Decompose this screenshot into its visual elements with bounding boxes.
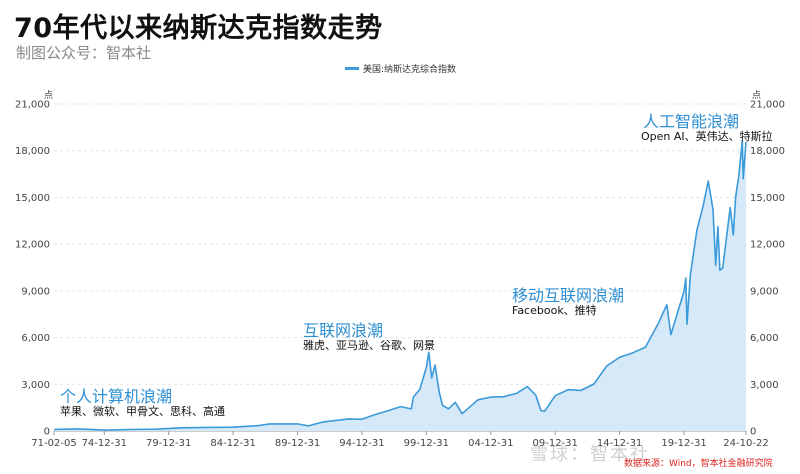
x-tick-label: 24-10-22	[723, 438, 768, 449]
series-line	[53, 139, 747, 431]
x-tick-label: 14-12-31	[597, 438, 642, 449]
legend-swatch	[345, 67, 359, 70]
y-tick-label-left: 12,000	[15, 240, 50, 251]
annotation-ai-wave-companies: Open AI、英伟达、特斯拉	[641, 130, 773, 143]
x-tick-label: 74-12-31	[82, 438, 127, 449]
y-tick-label-left: 15,000	[15, 193, 50, 204]
data-source: 数据来源：Wind，智本社金融研究院	[624, 459, 773, 469]
annotation-mobile-wave-title: 移动互联网浪潮	[512, 286, 625, 305]
page-title: 70年代以来纳斯达克指数走势	[14, 13, 383, 44]
x-tick-label: 79-12-31	[146, 438, 191, 449]
x-tick-label: 99-12-31	[404, 438, 449, 449]
y-tick-label-left: 21,000	[15, 100, 50, 111]
y-tick-label-right: 15,000	[750, 193, 785, 204]
x-tick-label: 84-12-31	[210, 438, 255, 449]
annotation-ai-wave-title: 人工智能浪潮	[643, 112, 740, 131]
y-axis-unit-right: 点	[752, 91, 762, 101]
annotation-internet-wave-title: 互联网浪潮	[303, 321, 384, 340]
y-axis-unit-left: 点	[44, 91, 54, 101]
x-tick-label: 19-12-31	[661, 438, 706, 449]
x-tick-label: 89-12-31	[275, 438, 320, 449]
y-tick-label-left: 18,000	[15, 146, 50, 157]
y-tick-label-right: 0	[750, 427, 756, 438]
annotation-internet-wave-companies: 雅虎、亚马逊、谷歌、网景	[303, 339, 435, 352]
legend-label: 美国:纳斯达克综合指数	[363, 65, 457, 75]
page-subtitle: 制图公众号：智本社	[16, 44, 152, 62]
y-tick-label-left: 6,000	[21, 333, 50, 344]
x-tick-label: 09-12-31	[533, 438, 578, 449]
y-tick-label-right: 3,000	[750, 380, 779, 391]
annotation-pc-wave-title: 个人计算机浪潮	[60, 387, 173, 406]
annotation-mobile-wave-companies: Facebook、推特	[512, 304, 597, 317]
x-tick-label: 04-12-31	[468, 438, 513, 449]
x-tick-label: 71-02-05	[31, 438, 76, 449]
y-tick-label-left: 0	[44, 427, 50, 438]
y-tick-label-left: 3,000	[21, 380, 50, 391]
y-tick-label-right: 9,000	[750, 286, 779, 297]
chart-series	[53, 139, 747, 431]
y-tick-label-left: 9,000	[21, 286, 50, 297]
chart-axes: 0 0 3,000 3,000 6,000 6,000 9,000 9,000 12,000 12…	[15, 100, 785, 450]
annotation-pc-wave-companies: 苹果、微软、甲骨文、思科、高通	[60, 405, 225, 418]
chart-legend[interactable]: 美国:纳斯达克综合指数	[345, 62, 456, 75]
y-tick-label-right: 12,000	[750, 240, 785, 251]
x-tick-label: 94-12-31	[339, 438, 384, 449]
series-area	[54, 140, 746, 431]
y-tick-label-right: 6,000	[750, 333, 779, 344]
watermark: 雪球：智本社	[530, 444, 650, 465]
y-tick-label-right: 18,000	[750, 146, 785, 157]
y-tick-label-right: 21,000	[750, 100, 785, 111]
